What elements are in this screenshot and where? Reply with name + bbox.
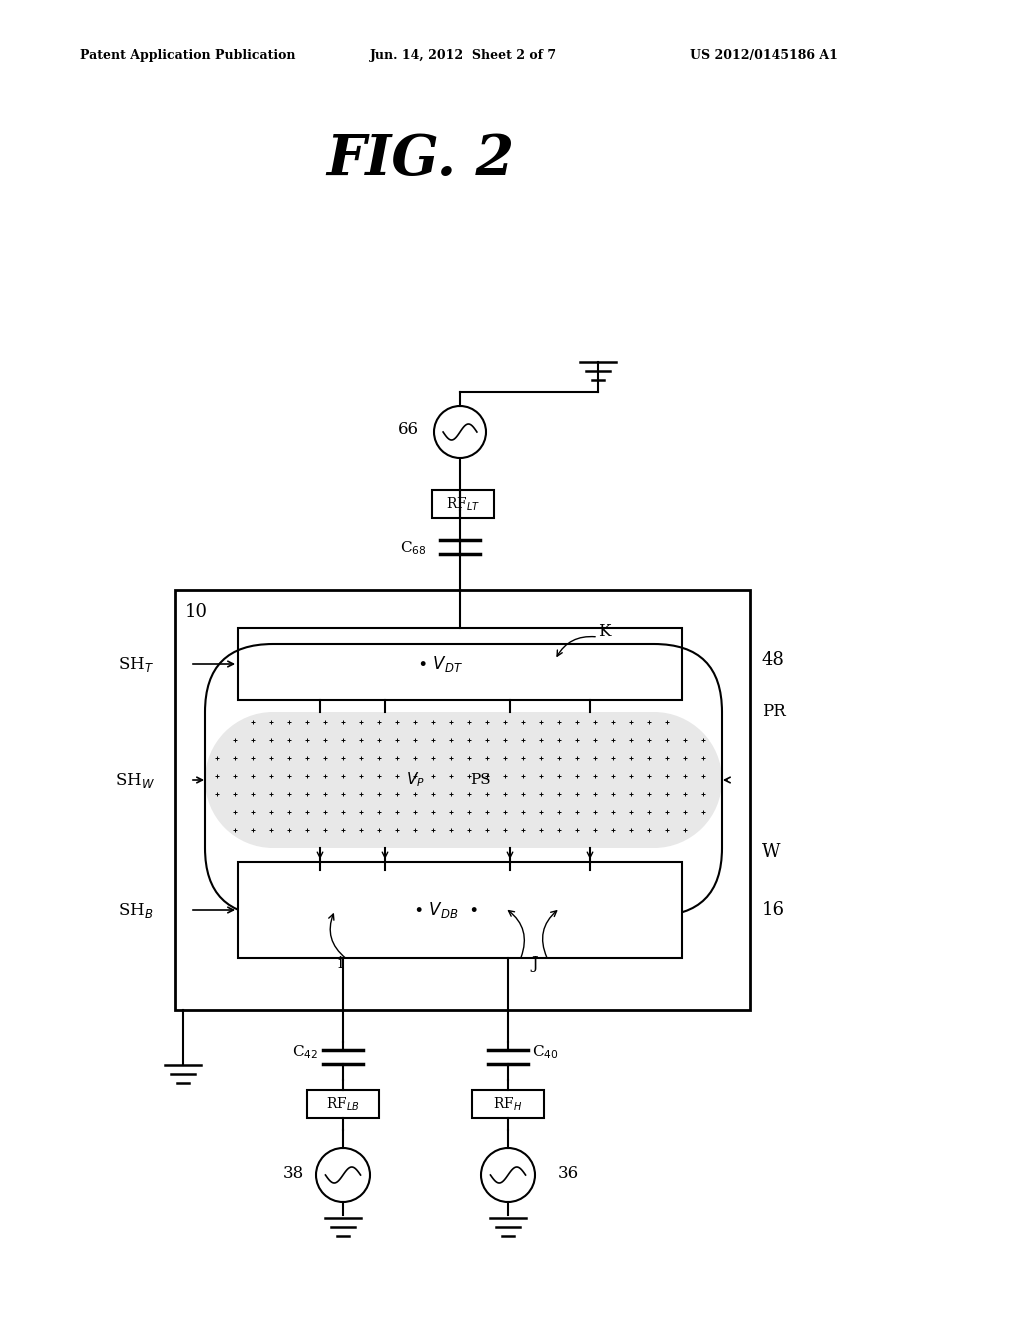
Text: PS: PS [470, 774, 490, 787]
Text: C$_{42}$: C$_{42}$ [292, 1043, 318, 1061]
Circle shape [434, 407, 486, 458]
Text: i: i [337, 956, 343, 973]
Text: C$_{68}$: C$_{68}$ [400, 539, 427, 557]
Text: Patent Application Publication: Patent Application Publication [80, 49, 296, 62]
Text: RF$_{LT}$: RF$_{LT}$ [445, 495, 480, 512]
Text: RF$_{LB}$: RF$_{LB}$ [326, 1096, 359, 1113]
Text: SH$_T$: SH$_T$ [118, 655, 154, 673]
Circle shape [481, 1148, 535, 1203]
Text: SH$_B$: SH$_B$ [118, 900, 154, 920]
Text: PR: PR [762, 704, 785, 721]
Text: 48: 48 [762, 651, 784, 669]
Bar [273, 711, 654, 847]
Bar [238, 862, 682, 958]
Text: 38: 38 [283, 1164, 304, 1181]
Circle shape [316, 1148, 370, 1203]
Text: 36: 36 [558, 1164, 580, 1181]
Bar [238, 628, 682, 700]
Text: 66: 66 [398, 421, 419, 438]
Bar [432, 490, 494, 517]
Text: RF$_H$: RF$_H$ [494, 1096, 522, 1113]
Text: SH$_W$: SH$_W$ [115, 771, 155, 789]
Text: 16: 16 [762, 902, 785, 919]
Text: K: K [598, 623, 610, 640]
Text: US 2012/0145186 A1: US 2012/0145186 A1 [690, 49, 838, 62]
Text: FIG. 2: FIG. 2 [326, 132, 514, 187]
Text: W: W [762, 843, 780, 861]
Text: $\bullet$ $V_{DT}$: $\bullet$ $V_{DT}$ [417, 653, 463, 675]
Text: J: J [531, 956, 539, 973]
Bar [307, 1090, 379, 1118]
Text: Jun. 14, 2012  Sheet 2 of 7: Jun. 14, 2012 Sheet 2 of 7 [370, 49, 557, 62]
Text: $V_P$: $V_P$ [406, 771, 424, 789]
Text: 10: 10 [185, 603, 208, 620]
Text: $\bullet$ $V_{DB}$  $\bullet$: $\bullet$ $V_{DB}$ $\bullet$ [413, 900, 477, 920]
Wedge shape [205, 711, 273, 847]
Bar [472, 1090, 544, 1118]
Wedge shape [654, 711, 722, 847]
Text: C$_{40}$: C$_{40}$ [532, 1043, 559, 1061]
Bar [175, 590, 750, 1010]
